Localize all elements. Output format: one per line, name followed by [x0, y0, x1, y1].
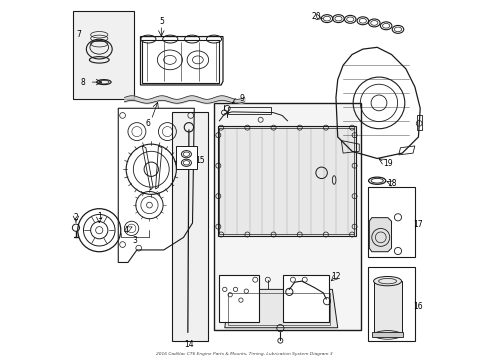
Bar	[73, 12, 134, 99]
Text: 13: 13	[283, 276, 292, 285]
Text: 9: 9	[239, 94, 244, 103]
Text: 18: 18	[386, 179, 396, 188]
Text: 2016 Cadillac CT6 Engine Parts & Mounts, Timing, Lubrication System Diagram 3: 2016 Cadillac CT6 Engine Parts & Mounts,…	[156, 352, 332, 356]
Text: 14: 14	[183, 341, 193, 350]
Text: 16: 16	[412, 302, 422, 311]
Bar	[175, 146, 197, 169]
Text: 20: 20	[311, 12, 321, 21]
Text: 12: 12	[331, 271, 340, 280]
Text: 6: 6	[145, 119, 150, 128]
Bar	[217, 126, 355, 235]
Text: 4: 4	[123, 226, 128, 235]
Text: 7: 7	[76, 30, 81, 39]
Bar	[214, 103, 360, 330]
Text: 3: 3	[132, 236, 137, 245]
Ellipse shape	[373, 276, 401, 286]
Bar	[227, 293, 329, 325]
Bar	[218, 275, 258, 321]
Bar	[219, 128, 353, 234]
Text: 8: 8	[80, 78, 84, 87]
Text: 5: 5	[159, 17, 163, 26]
Text: 2: 2	[73, 213, 78, 222]
Polygon shape	[224, 289, 337, 328]
Bar	[371, 332, 402, 337]
Text: 15: 15	[194, 156, 204, 165]
Bar	[367, 267, 414, 341]
Bar	[172, 112, 207, 341]
Polygon shape	[368, 218, 391, 252]
Text: 17: 17	[412, 220, 422, 229]
Text: 1: 1	[97, 212, 102, 221]
Text: 11: 11	[220, 279, 229, 288]
Text: 19: 19	[383, 159, 392, 168]
Bar	[228, 107, 271, 114]
Text: 10: 10	[218, 287, 227, 296]
Bar	[367, 187, 414, 257]
Bar	[373, 281, 401, 335]
Bar	[282, 275, 329, 321]
